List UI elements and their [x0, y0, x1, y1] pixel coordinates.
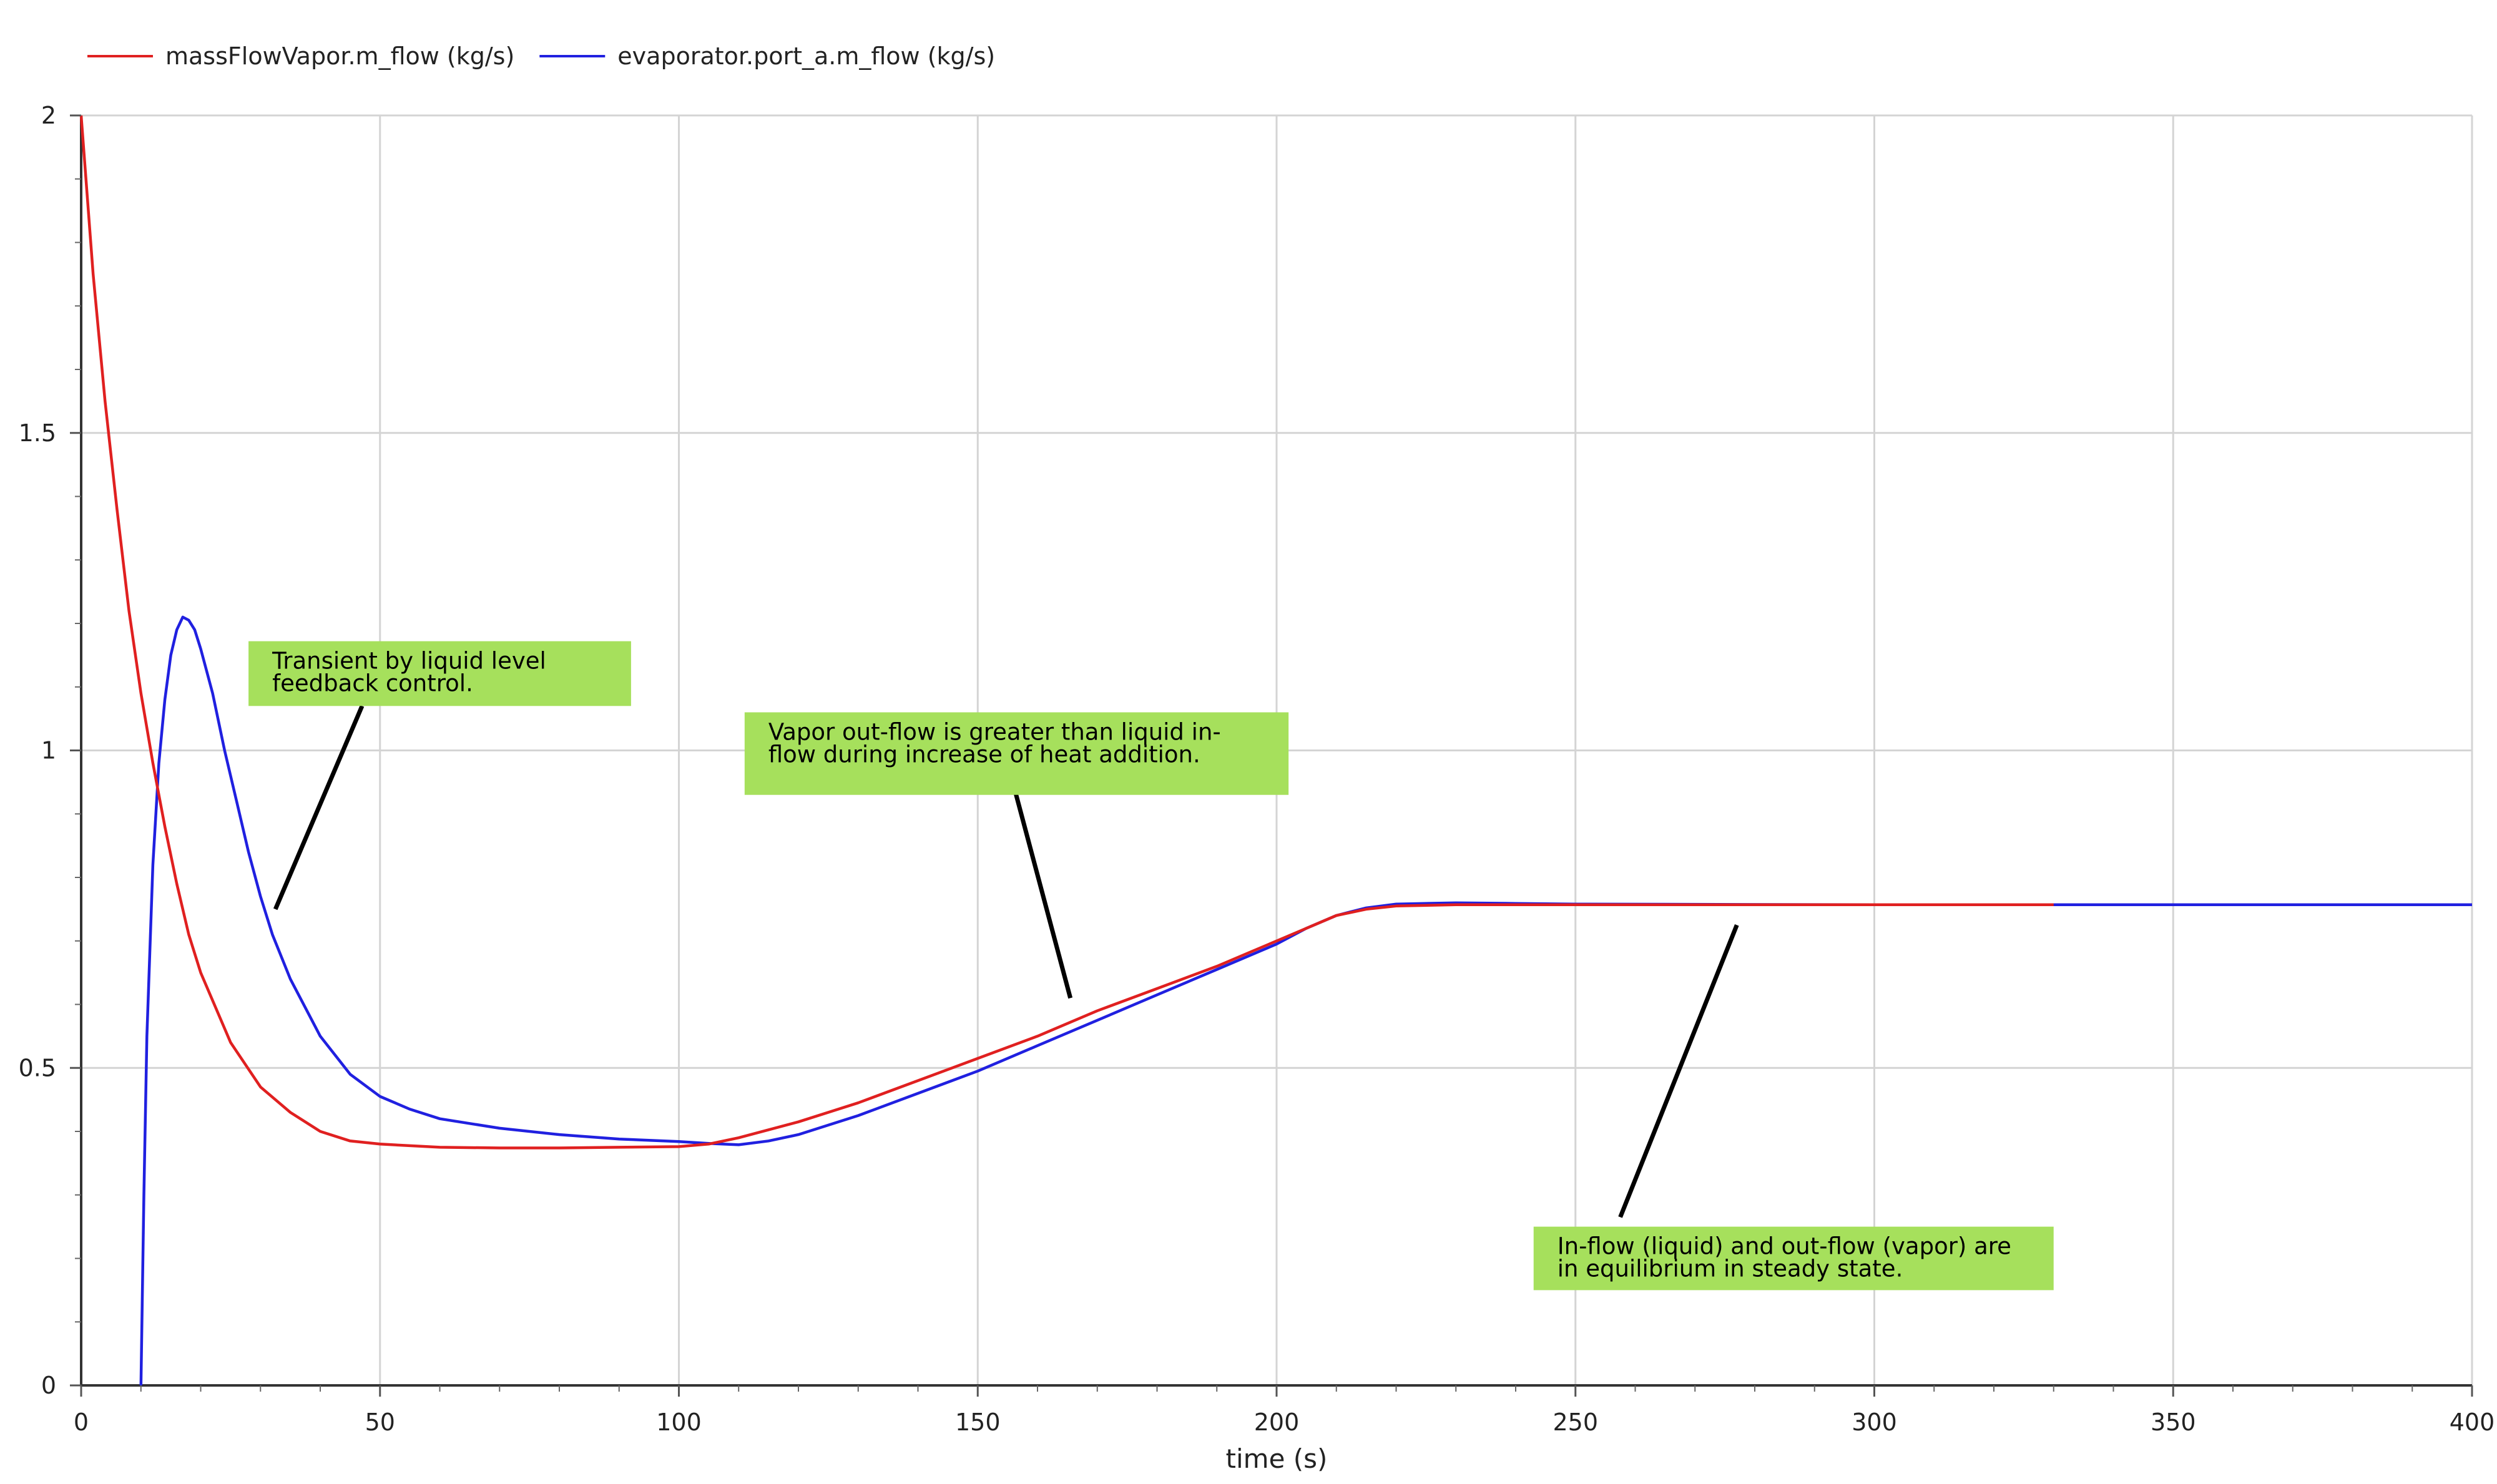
series-line	[79, 115, 2054, 1150]
y-tick-label: 0.5	[19, 1054, 56, 1081]
y-tick-label: 1.5	[19, 419, 56, 447]
legend: massFlowVapor.m_flow (kg/s) evaporator.po…	[87, 42, 995, 70]
x-tick-label: 100	[656, 1408, 702, 1436]
x-tick-label: 400	[2450, 1408, 2495, 1436]
annotation-text: In-flow (liquid) and out-flow (vapor) ar…	[1558, 1233, 2011, 1260]
x-tick-label: 0	[74, 1408, 89, 1436]
annotation-text: feedback control.	[272, 670, 473, 696]
annotation-pointer	[1618, 924, 1739, 1218]
annotation-pointer	[1011, 784, 1073, 999]
axis-ticks: 0 50 100 150 200 250 300 350 400 0 0.5 1 1.5 2	[19, 102, 2495, 1436]
series-line	[139, 615, 2472, 1386]
annotation-text: Vapor out-flow is greater than liquid in…	[768, 718, 1221, 745]
x-tick-label: 350	[2151, 1408, 2196, 1436]
annotation-text: Transient by liquid level	[272, 647, 546, 674]
annotation-box	[744, 712, 1289, 795]
annotation-box	[1533, 1226, 2054, 1291]
y-tick-label: 0	[41, 1372, 56, 1399]
x-tick-label: 150	[955, 1408, 1001, 1436]
annotation-box	[248, 641, 631, 706]
annotation-text: in equilibrium in steady state.	[1558, 1256, 1903, 1282]
x-tick-label: 200	[1254, 1408, 1300, 1436]
x-tick-label: 250	[1553, 1408, 1598, 1436]
y-tick-label: 2	[41, 102, 56, 129]
x-tick-label: 300	[1852, 1408, 1897, 1436]
series-layer	[79, 115, 2472, 1386]
annotation-pointer	[273, 705, 365, 910]
x-axis-title: time (s)	[1226, 1443, 1328, 1474]
x-tick-label: 50	[365, 1408, 395, 1436]
legend-label: evaporator.port_a.m_flow (kg/s)	[617, 42, 995, 70]
annotation-text: flow during increase of heat addition.	[768, 741, 1200, 768]
legend-label: massFlowVapor.m_flow (kg/s)	[165, 42, 514, 70]
y-tick-label: 1	[41, 737, 56, 764]
